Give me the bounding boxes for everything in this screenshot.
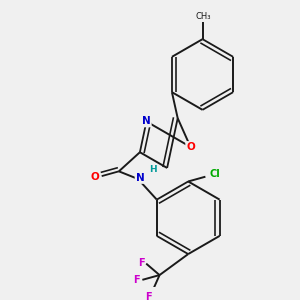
Text: O: O — [91, 172, 99, 182]
Text: F: F — [138, 258, 145, 268]
Text: O: O — [186, 142, 195, 152]
Text: F: F — [145, 292, 152, 300]
Text: CH₃: CH₃ — [196, 12, 211, 21]
Text: N: N — [142, 116, 151, 127]
Text: Cl: Cl — [210, 169, 220, 179]
Text: N: N — [136, 173, 144, 183]
Text: F: F — [133, 275, 140, 285]
Text: H: H — [149, 165, 157, 174]
